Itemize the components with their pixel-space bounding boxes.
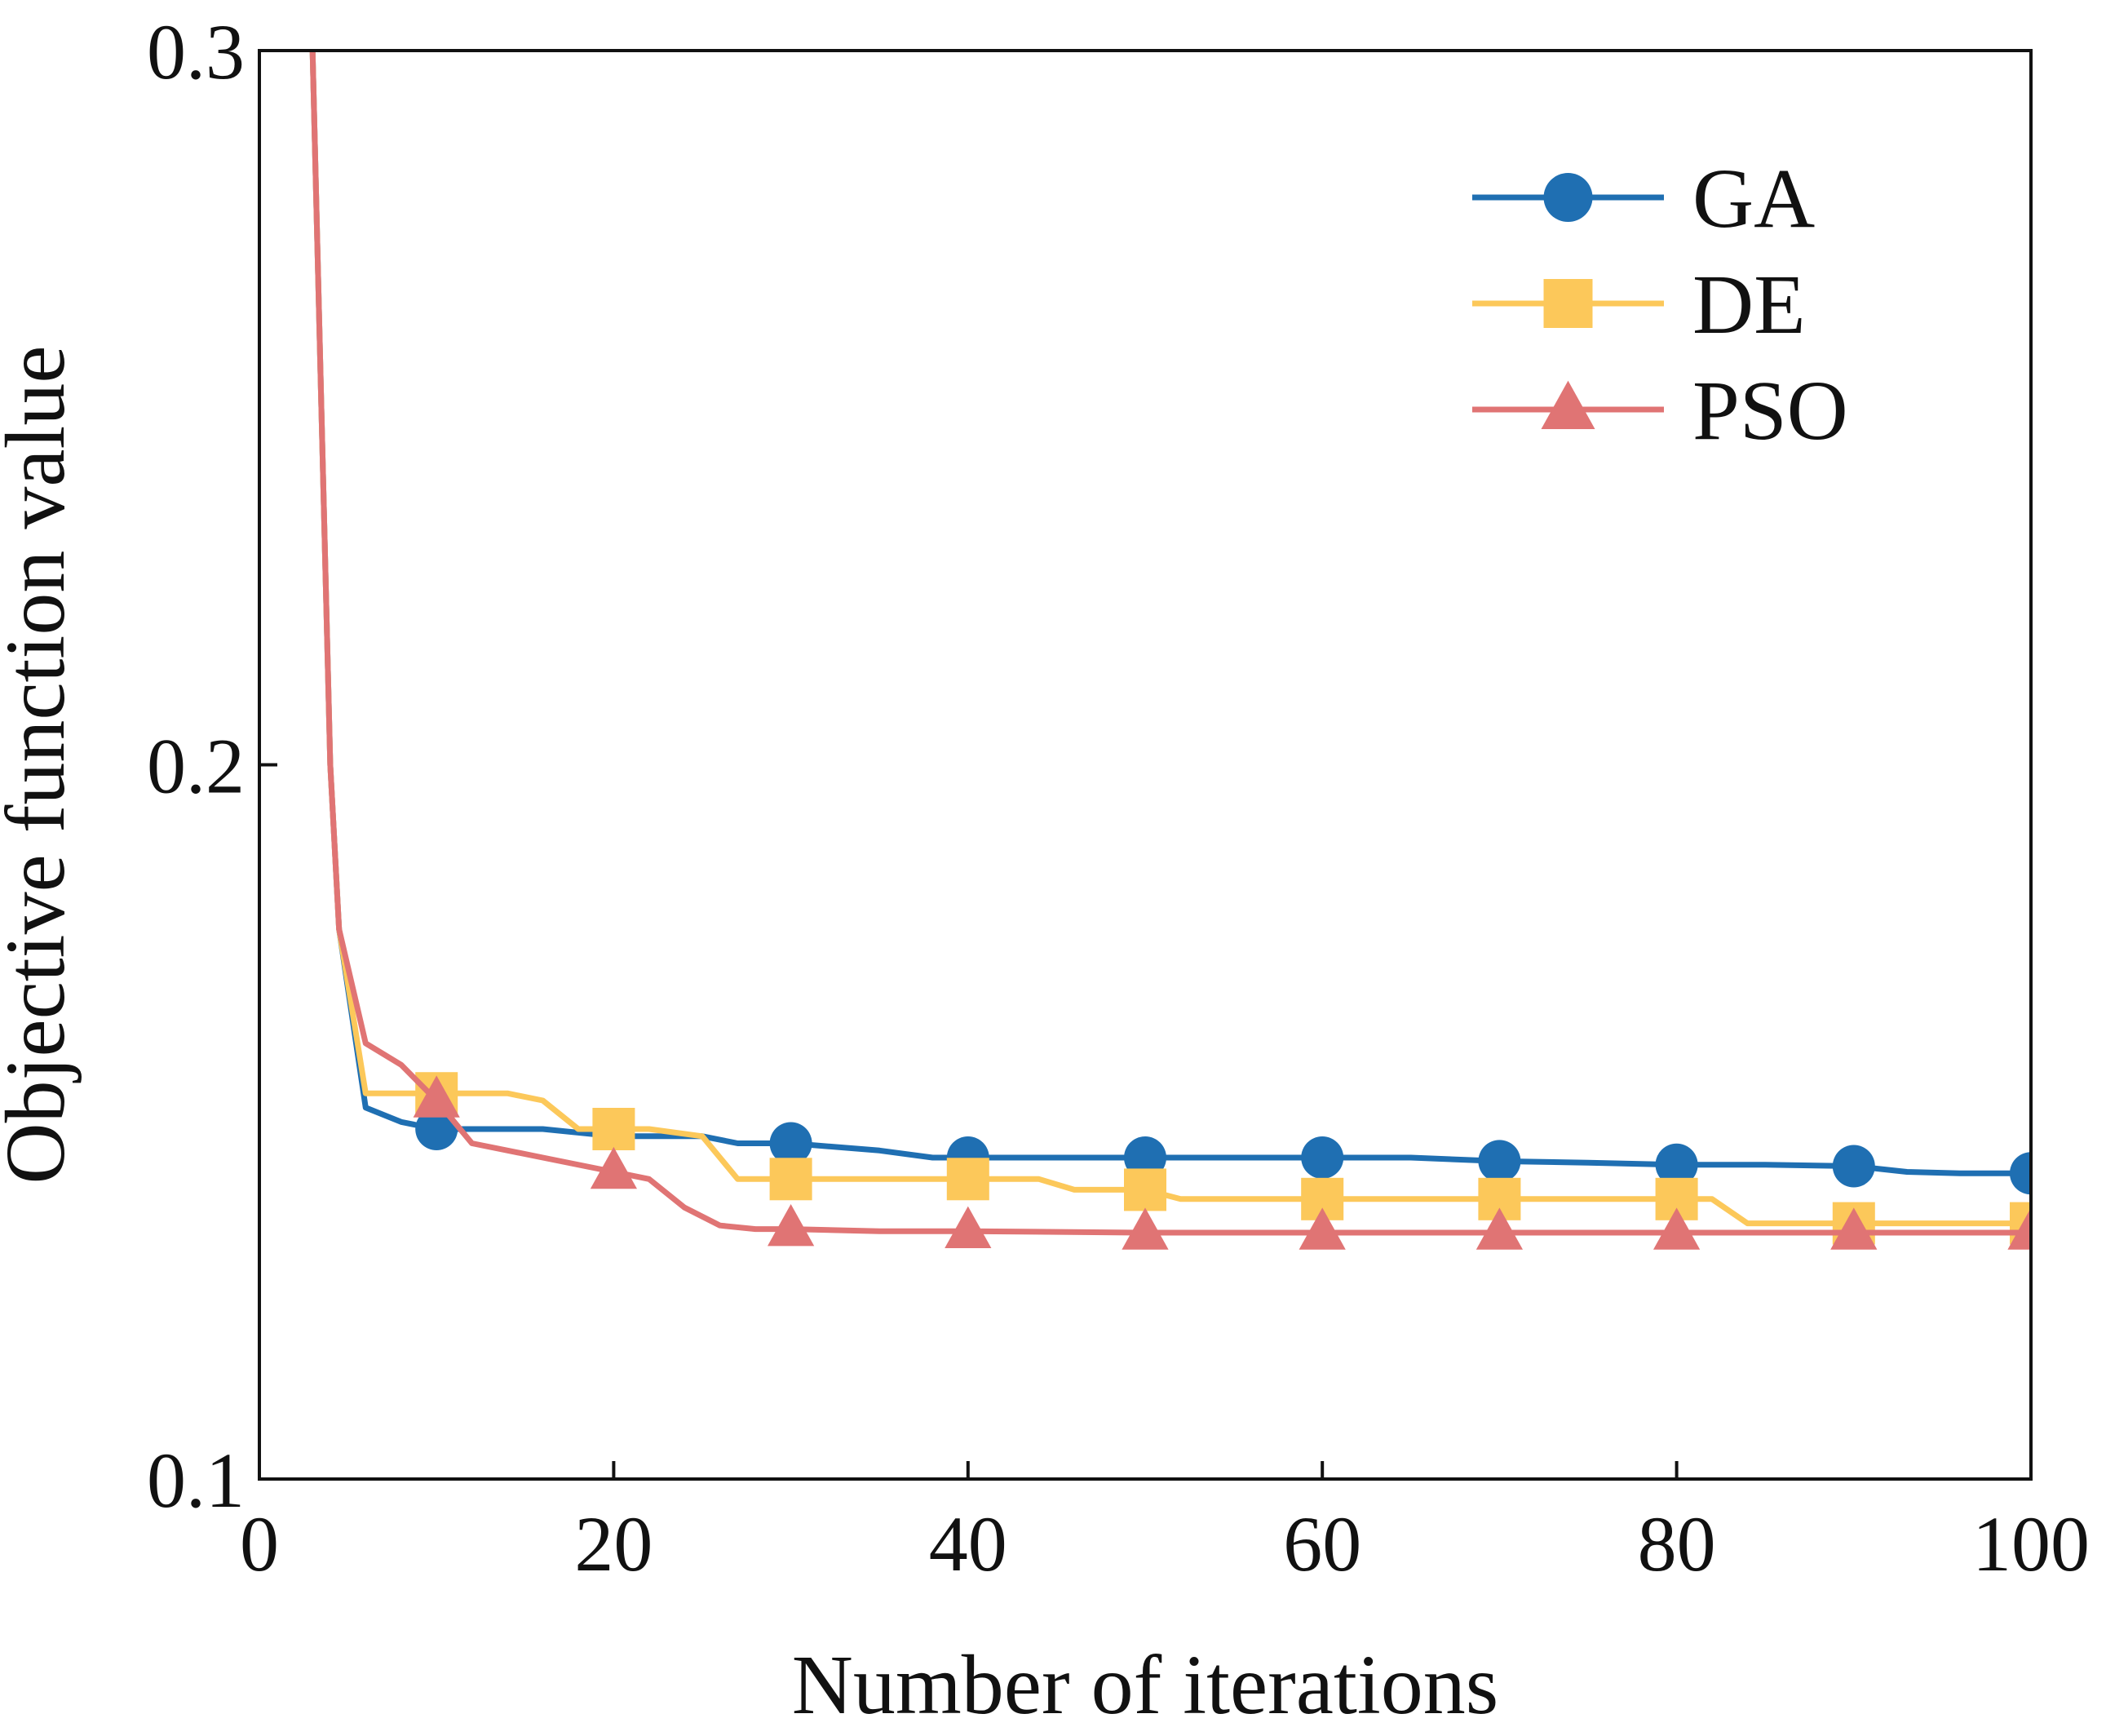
x-axis-title: Number of iterations	[792, 1638, 1498, 1732]
data-point-de	[769, 1158, 812, 1201]
legend: GA DE PSO	[1472, 152, 1848, 458]
data-point-ga	[415, 1108, 458, 1151]
y-axis: 0.1 0.2 0.3	[147, 8, 277, 1524]
data-point-pso	[945, 1206, 992, 1248]
data-point-de	[592, 1108, 635, 1151]
series-layer	[309, 51, 2031, 1250]
legend-item-pso: PSO	[1472, 364, 1848, 458]
legend-item-de: DE	[1472, 258, 1806, 352]
data-point-pso	[1830, 1207, 1878, 1250]
x-tick-label: 60	[1283, 1500, 1361, 1588]
series-line-ga	[309, 51, 2031, 1176]
y-tick-label: 0.2	[147, 723, 245, 810]
data-point-pso	[1653, 1207, 1701, 1250]
series-ga	[309, 51, 2031, 1195]
data-point-ga	[769, 1122, 812, 1165]
data-point-pso	[2007, 1207, 2031, 1250]
data-point-ga	[1301, 1136, 1344, 1180]
data-point-pso	[768, 1203, 815, 1247]
x-axis: 0 20 40 60 80 100	[240, 1461, 2090, 1588]
y-tick-label: 0.1	[147, 1437, 245, 1524]
legend-item-ga: GA	[1472, 152, 1815, 246]
series-pso	[309, 51, 2031, 1250]
data-point-ga	[2010, 1152, 2031, 1195]
data-point-pso	[1299, 1207, 1346, 1250]
data-point-ga	[1655, 1143, 1698, 1186]
series-line-de	[309, 51, 2031, 1227]
x-tick-label: 80	[1638, 1500, 1716, 1588]
data-point-ga	[1832, 1145, 1875, 1188]
y-axis-title: Objective function value	[0, 345, 82, 1184]
x-tick-label: 100	[1972, 1500, 2090, 1588]
data-point-ga	[1124, 1136, 1166, 1180]
data-point-pso	[413, 1075, 460, 1118]
x-tick-label: 40	[929, 1500, 1007, 1588]
x-tick-label: 0	[240, 1500, 279, 1588]
data-point-pso	[1476, 1207, 1523, 1250]
data-point-de	[946, 1158, 989, 1201]
legend-label: GA	[1692, 152, 1815, 246]
legend-label: DE	[1692, 258, 1806, 352]
data-point-pso	[1122, 1207, 1169, 1250]
y-tick-label: 0.3	[147, 8, 245, 95]
legend-marker-pso	[1541, 380, 1595, 429]
legend-marker-de	[1543, 279, 1593, 328]
data-point-pso	[590, 1146, 637, 1189]
data-point-ga	[1478, 1140, 1521, 1183]
legend-label: PSO	[1692, 364, 1848, 458]
legend-marker-ga	[1543, 173, 1593, 222]
data-point-de	[1124, 1168, 1166, 1211]
series-line-pso	[309, 51, 2031, 1236]
series-de	[309, 51, 2031, 1245]
x-tick-label: 20	[574, 1500, 653, 1588]
